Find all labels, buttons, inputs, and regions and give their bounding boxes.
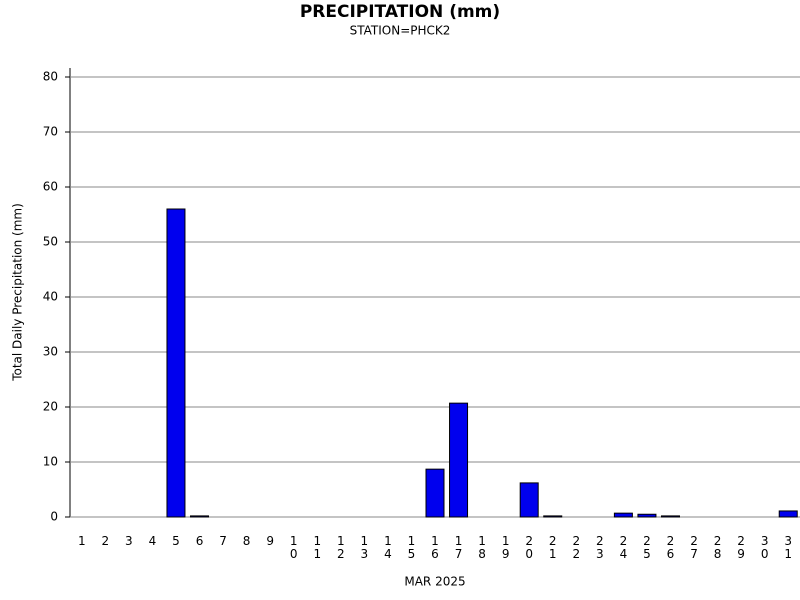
x-tick-label: 3 [125, 534, 133, 548]
y-tick-label: 30 [43, 345, 58, 359]
x-tick-label: 6 [196, 534, 204, 548]
x-tick-label: 4 [149, 534, 157, 548]
bar [166, 208, 186, 518]
x-axis-label: MAR 2025 [404, 575, 465, 589]
x-tick-label: 9 [266, 534, 274, 548]
bar [613, 512, 633, 518]
x-tick-label: 1 [78, 534, 86, 548]
y-tick-label: 50 [43, 235, 58, 249]
y-tick-label: 40 [43, 290, 58, 304]
bar [190, 515, 210, 518]
chart-title: PRECIPITATION (mm) [300, 2, 500, 22]
y-tick-label: 10 [43, 455, 58, 469]
bar [519, 482, 539, 518]
y-tick-label: 20 [43, 400, 58, 414]
bar [637, 513, 657, 518]
bar [543, 515, 563, 518]
x-tick-label: 7 [219, 534, 227, 548]
bar [449, 402, 469, 518]
y-tick-label: 0 [50, 510, 58, 524]
y-axis-label: Total Daily Precipitation (mm) [11, 203, 25, 382]
y-tick-label: 60 [43, 180, 58, 194]
x-tick-label: 5 [172, 534, 180, 548]
bar [425, 468, 445, 518]
bar [778, 510, 798, 518]
bar [660, 515, 680, 518]
y-tick-label: 70 [43, 125, 58, 139]
chart-subtitle: STATION=PHCK2 [350, 24, 451, 38]
y-tick-label: 80 [43, 70, 58, 84]
x-tick-label: 2 [102, 534, 110, 548]
x-tick-label: 8 [243, 534, 251, 548]
